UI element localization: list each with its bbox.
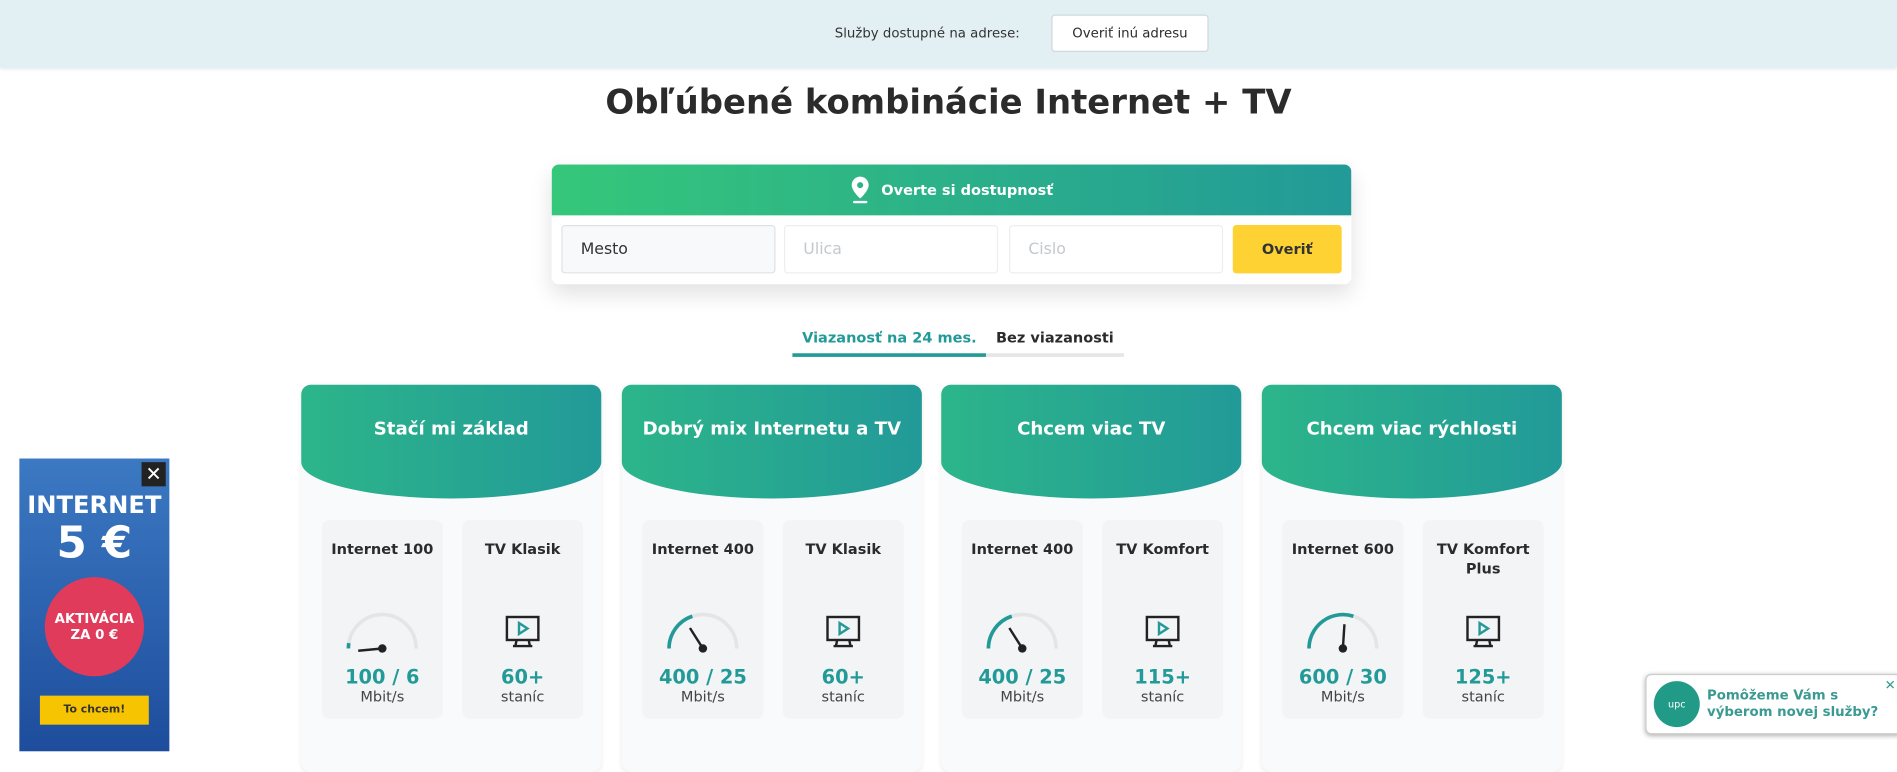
- speedometer-icon: [342, 607, 422, 655]
- close-icon[interactable]: ✕: [142, 462, 166, 486]
- channels-unit: staníc: [783, 688, 904, 705]
- verify-button[interactable]: Overiť: [1233, 225, 1342, 273]
- internet-name: Internet 400: [642, 540, 763, 598]
- speed-unit: Mbit/s: [962, 688, 1083, 705]
- availability-header: Overte si dostupnosť: [552, 165, 1352, 216]
- promo-price: 5 €: [19, 519, 169, 570]
- promo-badge-line1: AKTIVÁCIA: [45, 611, 144, 627]
- speed-gauge-fill: [988, 616, 1011, 648]
- address-bar: Služby dostupné na adrese: Overiť inú ad…: [0, 0, 1897, 68]
- package-card[interactable]: Chcem viac TV Internet 400 400 / 25 Mbit…: [941, 385, 1241, 772]
- package-card[interactable]: Stačí mi základ Internet 100 100 / 6 Mbi…: [301, 385, 601, 772]
- tab-no-commitment[interactable]: Bez viazanosti: [986, 329, 1123, 357]
- internet-tile: Internet 400 400 / 25 Mbit/s: [642, 520, 763, 718]
- location-pin-icon: [850, 175, 872, 204]
- tv-play-icon: [1144, 613, 1180, 649]
- card-title: Stačí mi základ: [301, 385, 601, 499]
- package-card[interactable]: Chcem viac rýchlosti Internet 600 600 / …: [1262, 385, 1562, 772]
- tv-name: TV Klasik: [462, 540, 583, 598]
- internet-tile: Internet 400 400 / 25 Mbit/s: [962, 520, 1083, 718]
- speed-value: 100 / 6: [322, 665, 443, 688]
- speed-value: 400 / 25: [962, 665, 1083, 688]
- tv-tile: TV Klasik 60+ staníc: [462, 520, 583, 718]
- city-input[interactable]: [561, 225, 775, 273]
- tv-play-icon: [825, 613, 861, 649]
- promo-banner[interactable]: ✕ INTERNET 5 € AKTIVÁCIA ZA 0 € To chcem…: [19, 459, 169, 752]
- tab-24-months[interactable]: Viazanosť na 24 mes.: [792, 329, 986, 357]
- promo-badge-line2: ZA 0 €: [45, 627, 144, 643]
- internet-tile: Internet 100 100 / 6 Mbit/s: [322, 520, 443, 718]
- speed-unit: Mbit/s: [322, 688, 443, 705]
- card-title: Chcem viac TV: [941, 385, 1241, 499]
- card-title: Dobrý mix Internetu a TV: [622, 385, 922, 499]
- tv-name: TV Klasik: [783, 540, 904, 598]
- channels-value: 115+: [1102, 665, 1223, 688]
- tv-tile: TV Klasik 60+ staníc: [783, 520, 904, 718]
- speedometer-icon: [663, 607, 743, 655]
- promo-badge: AKTIVÁCIA ZA 0 €: [45, 577, 144, 676]
- availability-title: Overte si dostupnosť: [881, 181, 1053, 198]
- speed-unit: Mbit/s: [1282, 688, 1403, 705]
- tv-name: TV Komfort Plus: [1423, 540, 1544, 598]
- channels-value: 125+: [1423, 665, 1544, 688]
- channels-value: 60+: [783, 665, 904, 688]
- tv-tile: TV Komfort Plus 125+ staníc: [1423, 520, 1544, 718]
- channels-unit: staníc: [1102, 688, 1223, 705]
- tv-name: TV Komfort: [1102, 540, 1223, 598]
- internet-name: Internet 100: [322, 540, 443, 598]
- speed-gauge-fill: [1309, 615, 1353, 649]
- speed-gauge-fill: [669, 616, 692, 648]
- speedometer-icon: [1303, 607, 1383, 655]
- commitment-tabs: Viazanosť na 24 mes. Bez viazanosti: [792, 329, 1123, 357]
- upc-logo: upc: [1654, 681, 1700, 727]
- card-title: Chcem viac rýchlosti: [1262, 385, 1562, 499]
- tv-play-icon: [504, 613, 540, 649]
- close-icon[interactable]: ✕: [1885, 677, 1896, 693]
- speedometer-icon: [982, 607, 1062, 655]
- speed-value: 400 / 25: [642, 665, 763, 688]
- availability-form: Overte si dostupnosť Overiť: [552, 165, 1352, 285]
- channels-unit: staníc: [462, 688, 583, 705]
- speed-value: 600 / 30: [1282, 665, 1403, 688]
- tv-play-icon: [1465, 613, 1501, 649]
- chat-prompt: Pomôžeme Vám s výberom novej služby?: [1707, 687, 1897, 721]
- internet-tile: Internet 600 600 / 30 Mbit/s: [1282, 520, 1403, 718]
- speed-unit: Mbit/s: [642, 688, 763, 705]
- number-input[interactable]: [1009, 225, 1223, 273]
- street-input[interactable]: [784, 225, 998, 273]
- internet-name: Internet 600: [1282, 540, 1403, 598]
- page-title: Obľúbené kombinácie Internet + TV: [0, 82, 1897, 122]
- internet-name: Internet 400: [962, 540, 1083, 598]
- verify-other-address-button[interactable]: Overiť inú adresu: [1051, 15, 1208, 53]
- tv-tile: TV Komfort 115+ staníc: [1102, 520, 1223, 718]
- channels-value: 60+: [462, 665, 583, 688]
- package-card[interactable]: Dobrý mix Internetu a TV Internet 400 40…: [622, 385, 922, 772]
- channels-unit: staníc: [1423, 688, 1544, 705]
- address-label: Služby dostupné na adrese:: [835, 25, 1020, 41]
- promo-line1: INTERNET: [19, 490, 169, 519]
- promo-cta-button[interactable]: To chcem!: [40, 696, 149, 725]
- chat-widget[interactable]: upc Pomôžeme Vám s výberom novej služby?…: [1645, 674, 1897, 734]
